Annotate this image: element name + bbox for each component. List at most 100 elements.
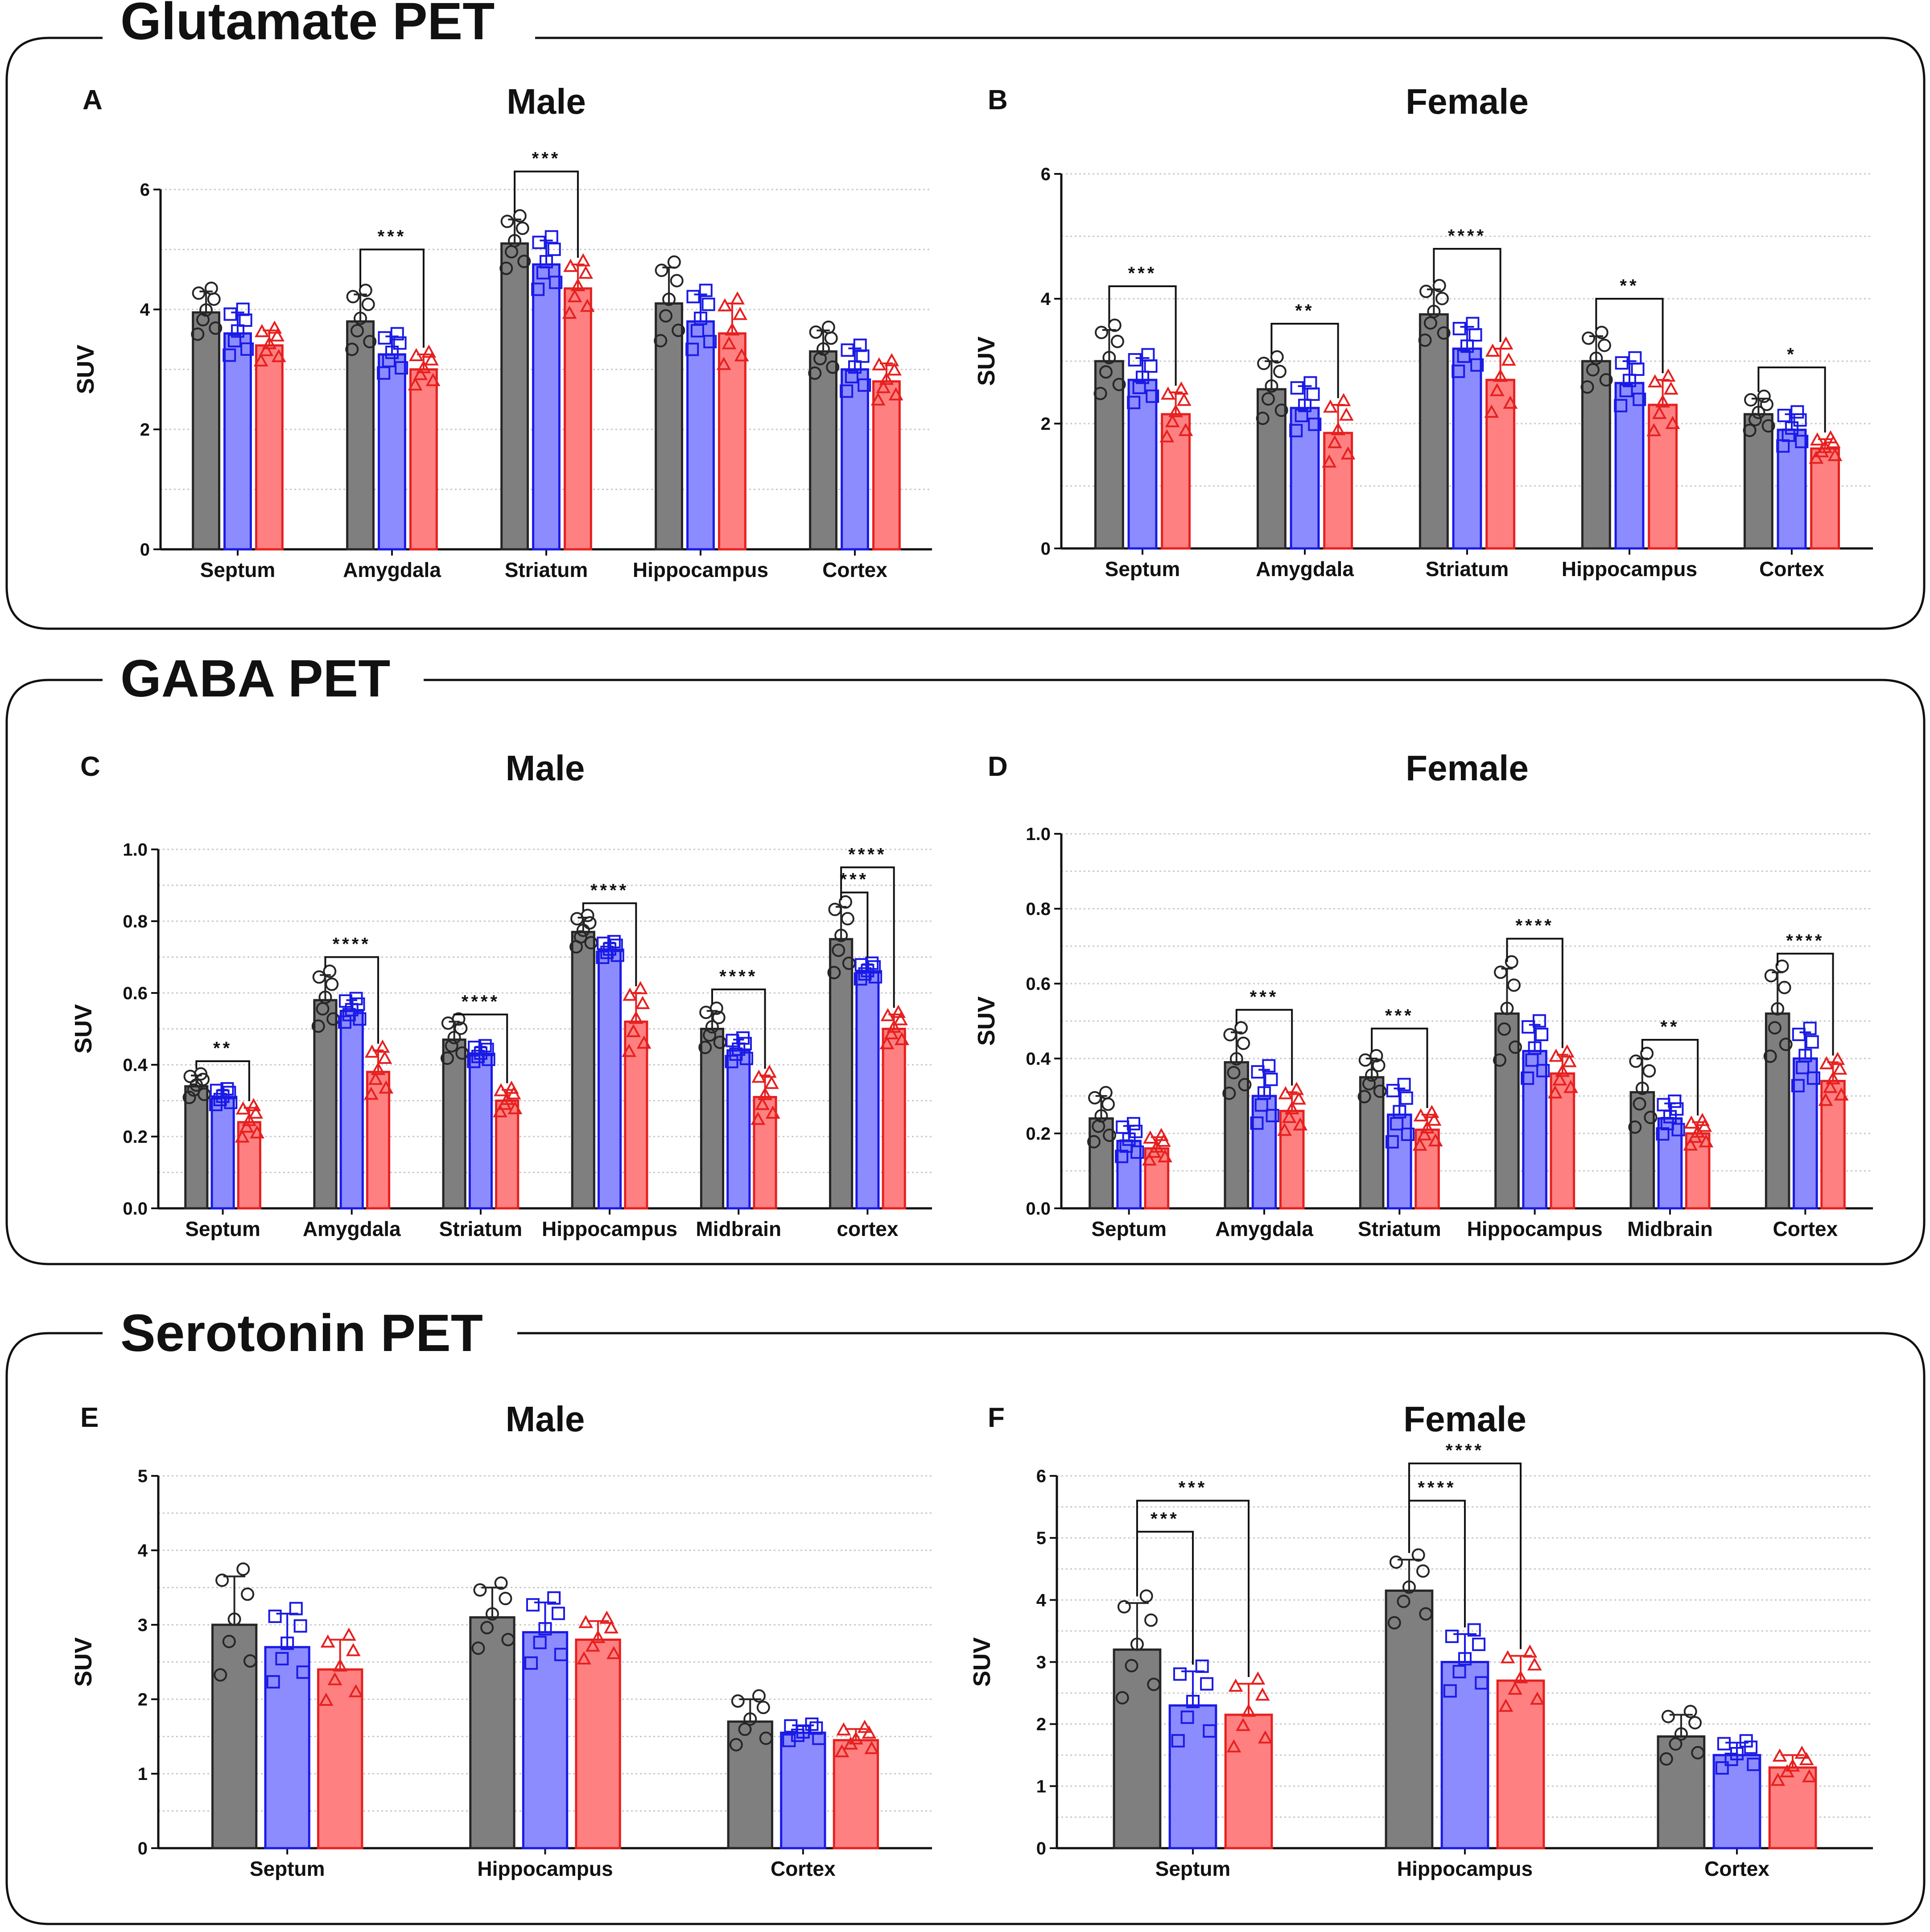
panel-a-category-label-cortex: Cortex (822, 558, 887, 581)
panel-d-significance-bracket (1777, 952, 1834, 1056)
panel-b-bar-cortex-group2 (1777, 428, 1807, 550)
panel-a-category-label-hippocampus: Hippocampus (633, 558, 768, 581)
panel-d-data-point-circle (1362, 1077, 1376, 1091)
panel-d-data-point-square (1670, 1102, 1684, 1116)
panel-d-data-point-triangle (1562, 1054, 1577, 1067)
panel-f-data-point-square (1730, 1747, 1744, 1761)
panel-b-data-point-circle (1274, 404, 1288, 417)
panel-b-data-point-circle (1580, 380, 1594, 394)
panel-c-data-point-circle (703, 1028, 717, 1042)
panel-d-data-point-triangle (1284, 1101, 1299, 1115)
section-title-gaba: GABA PET (120, 649, 390, 708)
panel-b-data-point-triangle (1340, 446, 1356, 460)
panel-d-bar-amygdala-group2 (1251, 1095, 1277, 1210)
panel-a-data-point-square (239, 313, 252, 327)
panel-f-bar-cortex-group2 (1712, 1754, 1761, 1850)
panel-f-bar-hippocampus-group2 (1440, 1661, 1489, 1850)
panel-f-significance-bracket (1136, 1499, 1250, 1677)
panel-b-data-point-triangle (1646, 423, 1662, 437)
panel-b-data-point-circle (1102, 350, 1116, 364)
panel-e-data-point-triangle (348, 1684, 363, 1697)
panel-d-significance-bracket (1371, 1027, 1428, 1108)
panel-c-data-point-triangle (891, 1005, 906, 1018)
panel-d-data-point-triangle (1142, 1152, 1157, 1166)
panel-c-significance-label: **** (848, 844, 887, 864)
panel-f-bar-septum-group2 (1168, 1704, 1217, 1850)
panel-f-category-label-hippocampus: Hippocampus (1397, 1857, 1533, 1880)
panel-b-data-point-triangle (1655, 394, 1670, 408)
panel-c-y-axis-label: SUV (70, 1004, 97, 1054)
panel-a-bar-amygdala-group3 (409, 368, 438, 551)
panel-d-category-label-hippocampus: Hippocampus (1467, 1217, 1603, 1240)
panel-c-significance-label: **** (462, 992, 500, 1011)
panel-f-y-tick-label: 0 (1036, 1839, 1046, 1858)
chart-panel-e: E Male 0 1 2 3 4 5 SUV Septum Hippocampus Cortex (70, 1399, 932, 1880)
panel-b-significance-label: ** (1620, 276, 1639, 296)
panel-b-y-tick-label: 4 (1041, 289, 1051, 309)
panel-f-data-point-circle (1402, 1580, 1416, 1594)
panel-b-significance-label: **** (1448, 226, 1486, 246)
panel-f-data-point-circle (1659, 1752, 1673, 1766)
panel-c-data-point-square (220, 1082, 234, 1096)
panel-a-data-point-square (856, 349, 870, 363)
panel-b-data-point-square (1127, 395, 1141, 409)
panel-e-data-point-square (296, 1665, 310, 1679)
panel-a-y-tick-label: 0 (140, 540, 150, 560)
panel-b-data-point-triangle (1323, 399, 1338, 413)
panel-f-data-point-triangle (1500, 1650, 1515, 1664)
panel-b-data-point-circle (1418, 333, 1432, 347)
panel-a-y-tick-label: 6 (140, 180, 150, 200)
panel-f-data-point-triangle (1255, 1687, 1270, 1701)
panel-b-bar-amygdala-group3 (1323, 432, 1353, 550)
panel-e-data-point-circle (222, 1635, 236, 1648)
panel-f-data-point-circle (1130, 1637, 1144, 1651)
panel-e-data-point-circle (485, 1607, 499, 1621)
panel-a-bar-septum-group1 (192, 311, 220, 551)
panel-a-data-point-circle (191, 327, 205, 341)
panel-b-data-point-triangle (1827, 448, 1843, 461)
panel-b-category-label-amygdala: Amygdala (1256, 557, 1354, 581)
panel-b-data-point-square (1308, 417, 1322, 431)
panel-c-data-point-square (725, 1055, 738, 1068)
panel-b-data-point-square (1457, 349, 1471, 363)
panel-d-data-point-circle (1103, 1129, 1117, 1142)
panel-b-data-point-square (1628, 351, 1642, 365)
panel-a-data-point-circle (207, 292, 221, 306)
panel-c-data-point-triangle (635, 996, 650, 1009)
panel-c-data-point-circle (834, 928, 848, 942)
panel-d-significance-label: **** (1786, 931, 1824, 951)
panel-b-data-point-circle (1760, 397, 1773, 411)
panel-e-data-point-triangle (848, 1731, 863, 1745)
panel-a-letter: A (82, 85, 103, 115)
panel-c-data-point-circle (576, 923, 590, 937)
panel-b-data-point-circle (1744, 393, 1758, 407)
panel-d-y-tick-label: 0.4 (1026, 1049, 1051, 1069)
panel-d-data-point-circle (1628, 1120, 1642, 1134)
panel-e-data-point-square (526, 1598, 540, 1612)
panel-e-bar-hippocampus-group2 (522, 1631, 569, 1850)
panel-d-data-point-triangle (1559, 1044, 1575, 1058)
panel-b-data-point-triangle (1336, 393, 1351, 406)
panel-a-data-point-triangle (421, 344, 437, 358)
panel-e-data-point-square (289, 1602, 303, 1615)
panel-b-significance-bracket (1433, 248, 1501, 342)
panel-b-letter: B (988, 85, 1008, 115)
panel-a-data-point-triangle (718, 298, 732, 312)
panel-a-data-point-circle (654, 334, 668, 348)
panel-e-y-tick-label: 4 (138, 1541, 148, 1561)
panel-c-data-point-triangle (363, 1086, 379, 1100)
panel-b-data-point-triangle (1647, 374, 1662, 387)
panel-b-data-point-triangle (1484, 404, 1499, 418)
panel-c-data-point-square (468, 1041, 482, 1055)
panel-c-data-point-circle (445, 1039, 458, 1053)
panel-a-data-point-square (395, 361, 408, 375)
panel-b-data-point-square (1782, 428, 1795, 442)
panel-d-data-point-triangle (1563, 1079, 1578, 1093)
panel-b-data-point-square (1793, 413, 1807, 427)
panel-e-data-point-circle (501, 1633, 515, 1647)
panel-c-data-point-circle (183, 1070, 197, 1083)
panel-a-data-point-triangle (262, 336, 277, 350)
panel-a-data-point-circle (199, 303, 213, 317)
panel-a-data-point-circle (672, 323, 685, 337)
panel-c-data-point-square (600, 945, 614, 959)
